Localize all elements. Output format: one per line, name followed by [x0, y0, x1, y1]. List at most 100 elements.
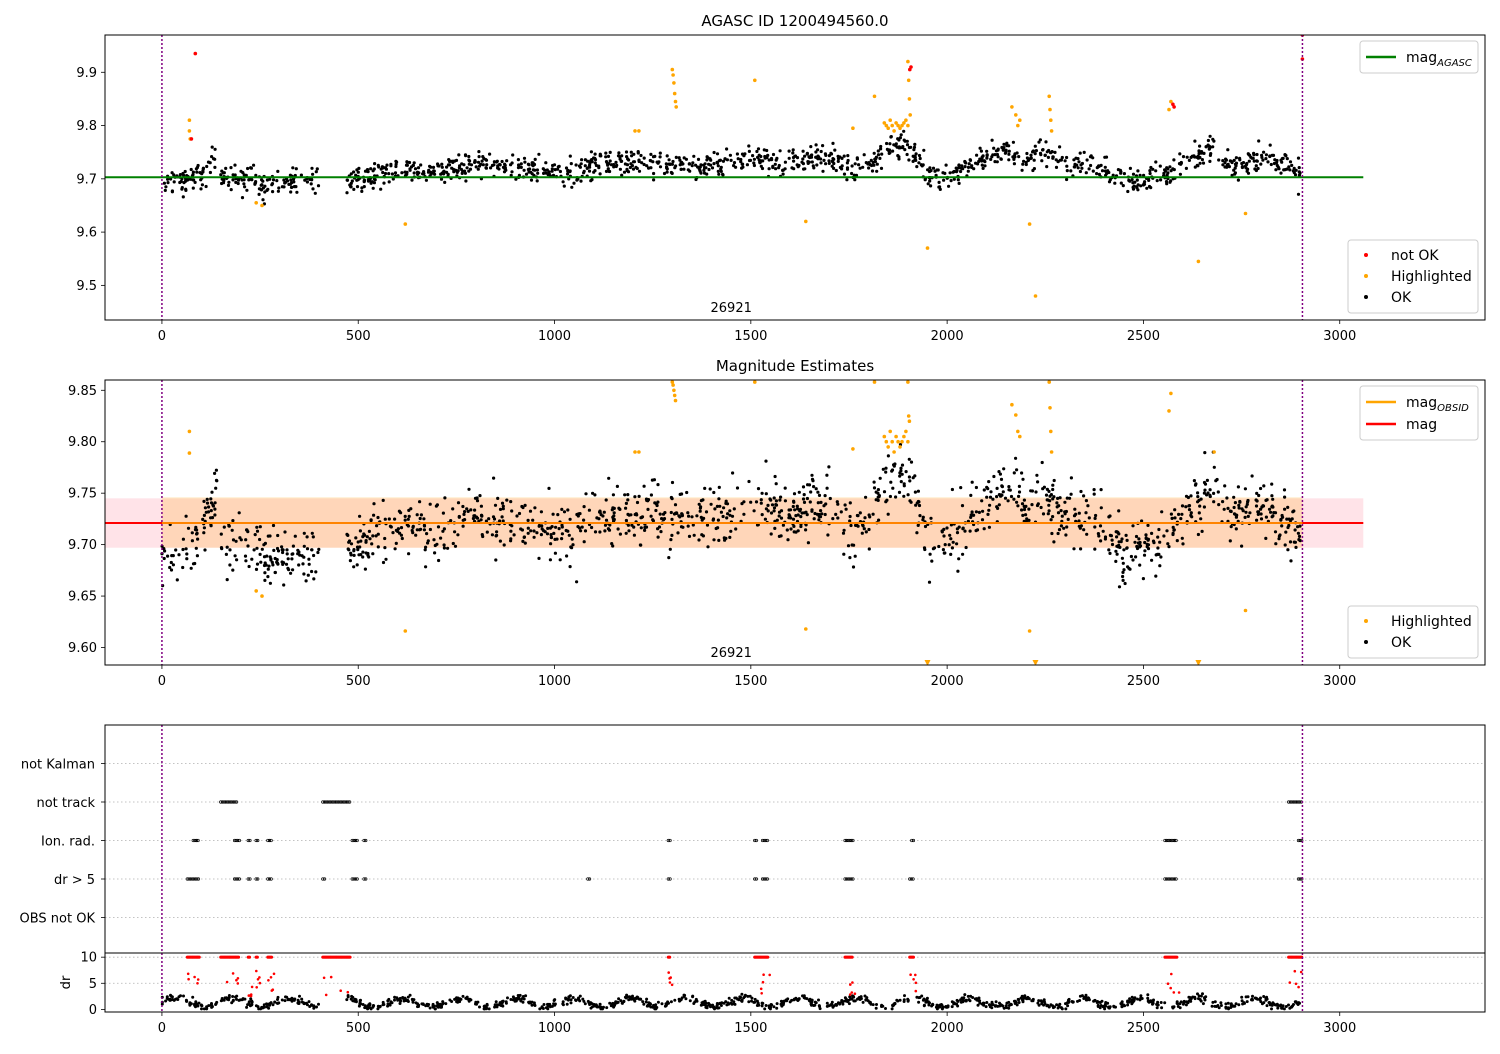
- dr-ok-point: [1163, 1001, 1167, 1005]
- dr-ok-point: [433, 1007, 437, 1011]
- ok-point: [268, 581, 272, 585]
- ok-point: [1108, 551, 1112, 556]
- dr-ok-point: [840, 999, 844, 1002]
- dr-ok-point: [1064, 1007, 1068, 1011]
- dr-ok-point: [1224, 1002, 1228, 1006]
- ok-point: [294, 167, 298, 171]
- ok-point: [1196, 495, 1200, 499]
- dr-ok-point: [844, 997, 848, 1001]
- highlighted-point: [892, 450, 896, 454]
- x-tick-label: 1000: [538, 1021, 571, 1036]
- ok-point: [917, 153, 922, 158]
- highlighted-point: [254, 201, 258, 205]
- ok-point: [360, 186, 364, 190]
- dr-ok-point: [474, 1000, 478, 1004]
- dr-high-point: [849, 983, 852, 986]
- ok-point: [492, 476, 496, 480]
- ok-point: [637, 169, 642, 173]
- ok-point: [1020, 471, 1024, 475]
- ok-point: [593, 161, 597, 165]
- ok-point: [929, 184, 933, 188]
- ok-point: [940, 530, 944, 534]
- dr-ok-point: [764, 1004, 768, 1007]
- ok-point: [443, 180, 447, 184]
- ok-point: [658, 165, 663, 169]
- dr-ok-point: [1139, 994, 1143, 998]
- ok-point: [1221, 159, 1225, 163]
- ok-point: [902, 494, 906, 498]
- dr-ok-point: [740, 992, 744, 996]
- ok-point: [801, 485, 806, 489]
- dr-ok-point: [210, 1002, 213, 1005]
- ok-point: [943, 543, 947, 547]
- ok-point: [983, 160, 987, 164]
- ok-point: [886, 454, 891, 458]
- ok-point: [1261, 158, 1265, 162]
- ok-point: [845, 166, 850, 170]
- dr-ok-point: [1293, 1000, 1297, 1004]
- highlighted-point: [672, 388, 676, 393]
- flag-marker: [340, 800, 344, 804]
- ok-point: [422, 528, 426, 532]
- ok-point: [1117, 509, 1121, 513]
- flag-marker: [231, 800, 236, 804]
- ok-point: [162, 556, 166, 561]
- x-tick-label: 0: [158, 674, 166, 689]
- ok-point: [254, 173, 258, 177]
- flag-marker: [256, 877, 260, 881]
- ok-point: [793, 154, 797, 158]
- ok-point: [552, 531, 556, 536]
- legend-box-points: [1347, 605, 1479, 659]
- dr-high-point: [236, 977, 240, 980]
- flag-marker: [254, 838, 258, 843]
- ok-point: [888, 494, 893, 499]
- ok-point: [195, 165, 199, 170]
- ok-point: [890, 468, 895, 472]
- ok-point: [882, 490, 887, 494]
- ok-point: [994, 149, 999, 153]
- dr-ok-point: [1037, 999, 1041, 1003]
- obsid-annotation: 26921: [711, 646, 752, 661]
- flag-marker: [909, 877, 914, 881]
- ok-point: [476, 160, 481, 164]
- ok-point: [988, 503, 992, 507]
- ok-point: [786, 538, 790, 542]
- ok-point: [944, 163, 948, 167]
- ok-point: [1007, 488, 1011, 492]
- ok-point: [815, 163, 819, 167]
- dr-ok-point: [715, 1006, 718, 1010]
- ok-point: [640, 161, 644, 165]
- ok-point: [719, 169, 723, 173]
- dr-ok-point: [991, 1002, 994, 1006]
- ok-point: [1020, 168, 1024, 172]
- ok-point: [400, 536, 404, 541]
- ok-point: [496, 496, 500, 500]
- dr-ok-point: [682, 995, 686, 998]
- flag-marker: [1172, 877, 1177, 881]
- dr-high-point: [272, 972, 276, 976]
- dr-ok-point: [530, 1003, 534, 1007]
- ok-point: [888, 151, 892, 155]
- ok-point: [921, 518, 925, 522]
- dr-ok-point: [746, 994, 750, 998]
- ok-point: [362, 178, 366, 183]
- ok-point: [181, 565, 185, 570]
- ok-point: [457, 153, 461, 157]
- ok-point: [1104, 155, 1109, 159]
- ok-point: [535, 168, 540, 172]
- dr-ok-point: [1078, 999, 1082, 1002]
- ok-point: [215, 479, 219, 483]
- ok-point: [1199, 517, 1203, 521]
- dr-ok-point: [642, 1002, 646, 1006]
- flag-marker: [908, 877, 912, 881]
- ok-point: [376, 515, 380, 520]
- ok-point: [566, 529, 570, 533]
- ok-point: [1079, 524, 1083, 528]
- ok-point: [604, 498, 608, 502]
- ok-point: [710, 166, 715, 170]
- ok-point: [286, 566, 290, 570]
- ok-point: [626, 170, 631, 174]
- ok-point: [442, 527, 446, 531]
- ok-point: [1073, 162, 1077, 166]
- flag-row-label: Ion. rad.: [41, 835, 95, 850]
